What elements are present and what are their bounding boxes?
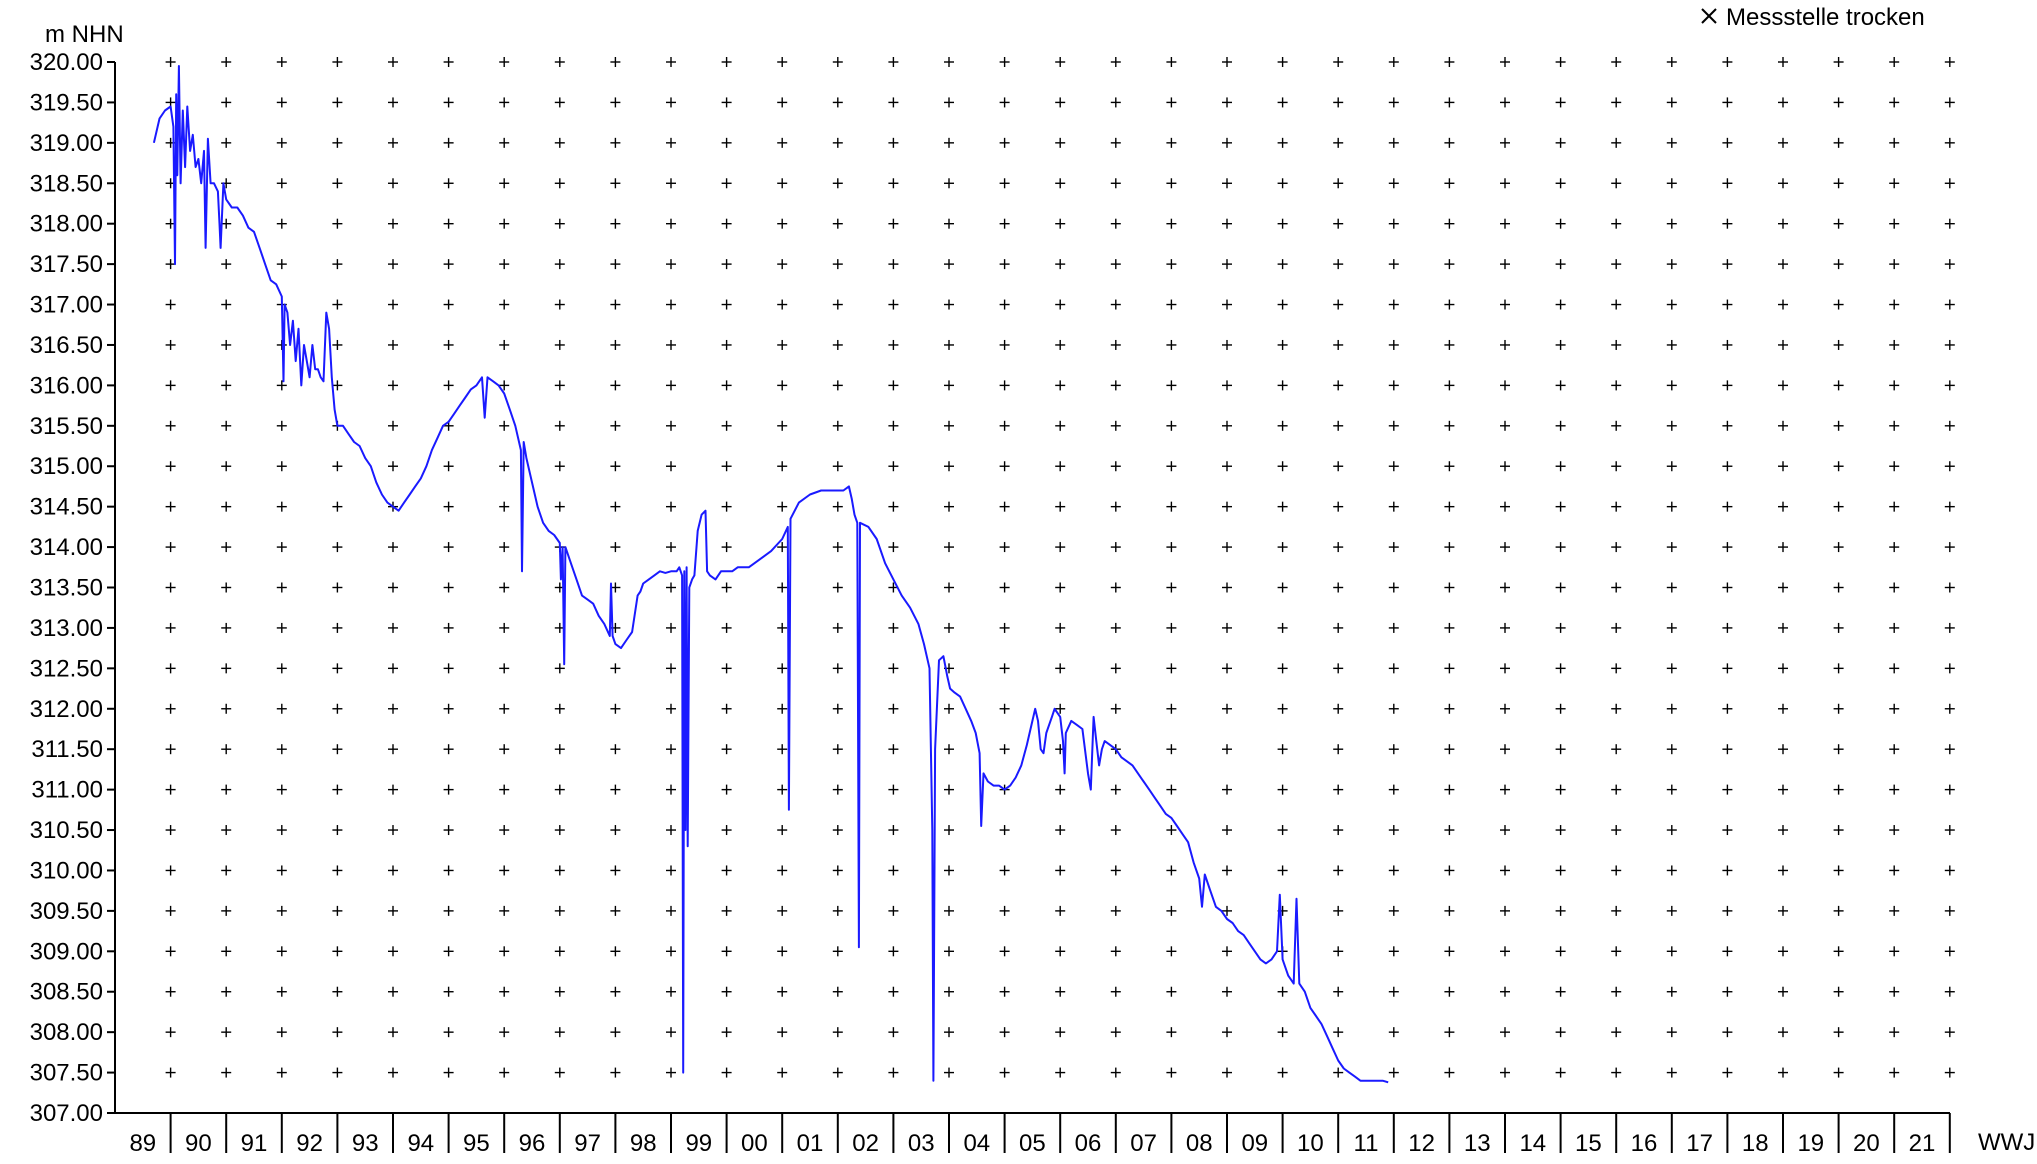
axes (107, 62, 1950, 1153)
x-tick-label: 94 (407, 1130, 434, 1157)
y-tick-label: 312.00 (30, 696, 103, 723)
y-tick-label: 313.00 (30, 615, 103, 642)
x-tick-label: 09 (1241, 1130, 1268, 1157)
x-tick-label: 16 (1631, 1130, 1658, 1157)
y-tick-label: 317.00 (30, 292, 103, 319)
series-line (154, 66, 1388, 1082)
y-tick-label: 312.50 (30, 655, 103, 682)
x-tick-label: 18 (1742, 1130, 1769, 1157)
x-tick-label: 12 (1408, 1130, 1435, 1157)
y-tick-label: 316.00 (30, 372, 103, 399)
x-tick-label: 10 (1297, 1130, 1324, 1157)
y-tick-label: 316.50 (30, 332, 103, 359)
y-tick-label: 315.50 (30, 413, 103, 440)
y-tick-label: 311.00 (31, 777, 103, 804)
x-tick-label: 00 (741, 1130, 768, 1157)
x-tick-label: 11 (1354, 1130, 1379, 1157)
y-tick-label: 309.50 (30, 898, 103, 925)
x-tick-label: 99 (685, 1130, 712, 1157)
y-tick-label: 307.00 (30, 1100, 103, 1127)
y-tick-label: 308.50 (30, 979, 103, 1006)
grid-markers (166, 57, 1955, 1078)
y-tick-label: 314.00 (30, 534, 103, 561)
y-tick-label: 310.50 (30, 817, 103, 844)
y-tick-label: 318.00 (30, 211, 103, 238)
y-tick-label: 309.00 (30, 938, 103, 965)
y-tick-label: 318.50 (30, 170, 103, 197)
y-tick-label: 319.50 (30, 89, 103, 116)
legend-dry-marker-icon (1702, 9, 1716, 23)
x-tick-label: 95 (463, 1130, 490, 1157)
x-tick-label: 98 (630, 1130, 657, 1157)
x-tick-label: 13 (1464, 1130, 1491, 1157)
x-tick-label: 90 (185, 1130, 212, 1157)
y-tick-label: 319.00 (30, 130, 103, 157)
y-tick-label: 317.50 (30, 251, 103, 278)
x-tick-label: 15 (1575, 1130, 1602, 1157)
x-tick-label: 91 (241, 1130, 268, 1157)
x-tick-label: 92 (296, 1130, 323, 1157)
x-tick-label: 03 (908, 1130, 935, 1157)
y-tick-label: 311.50 (31, 736, 103, 763)
legend: Messstelle trocken (1702, 4, 1925, 31)
y-tick-label: 320.00 (30, 49, 103, 76)
x-tick-label: 02 (852, 1130, 879, 1157)
x-tick-label: 07 (1130, 1130, 1157, 1157)
x-tick-label: 19 (1797, 1130, 1824, 1157)
x-tick-label: 21 (1909, 1130, 1936, 1157)
x-tick-label: 14 (1519, 1130, 1546, 1157)
y-tick-label: 308.00 (30, 1019, 103, 1046)
legend-label: Messstelle trocken (1726, 4, 1925, 31)
x-tick-label: 08 (1186, 1130, 1213, 1157)
x-tick-label: 04 (963, 1130, 990, 1157)
y-tick-label: 310.00 (30, 857, 103, 884)
series-layer (154, 66, 1388, 1082)
y-tick-label: 307.50 (30, 1060, 103, 1087)
x-tick-label: 06 (1075, 1130, 1102, 1157)
x-tick-label: 17 (1686, 1130, 1713, 1157)
tick-labels: 307.00 307.50 308.00 308.50 309.00 309.50 310.… (30, 49, 1936, 1157)
y-axis-label: m NHN (45, 21, 124, 48)
x-tick-label: 05 (1019, 1130, 1046, 1157)
x-tick-label: 89 (129, 1130, 156, 1157)
y-tick-label: 315.00 (30, 453, 103, 480)
x-tick-label: 01 (797, 1130, 824, 1157)
x-tick-label: 93 (352, 1130, 379, 1157)
y-tick-label: 314.50 (30, 494, 103, 521)
x-axis-label: WWJ (1978, 1129, 2035, 1156)
x-tick-label: 20 (1853, 1130, 1880, 1157)
x-tick-label: 97 (574, 1130, 601, 1157)
y-tick-label: 313.50 (30, 575, 103, 602)
x-tick-label: 96 (519, 1130, 546, 1157)
